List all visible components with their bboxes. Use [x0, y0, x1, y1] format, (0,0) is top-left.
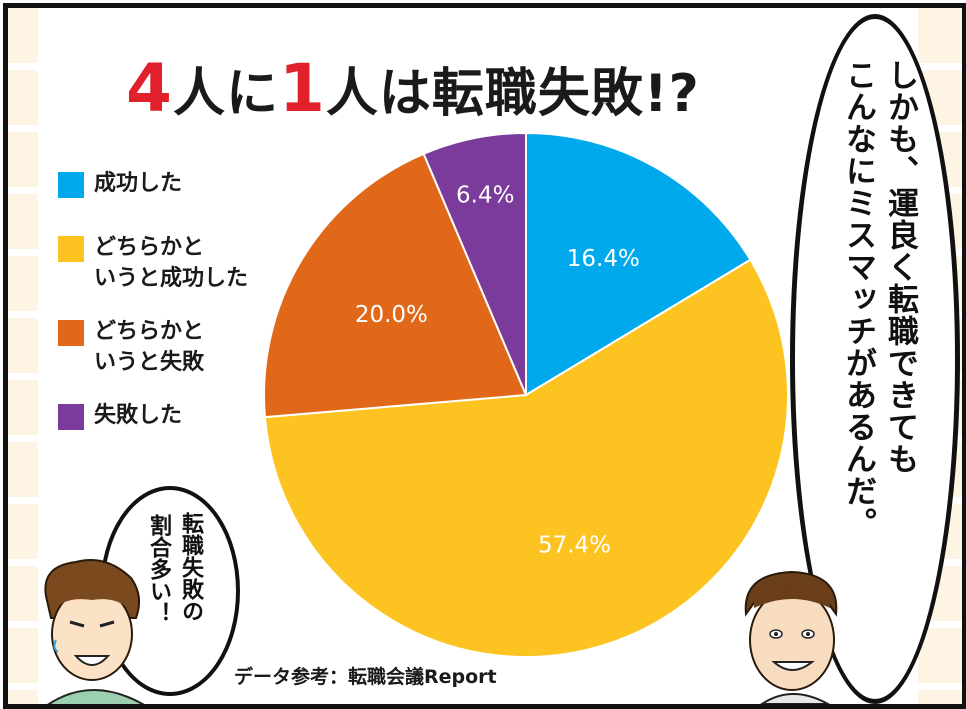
- bubble-right-line1: しかも、運良く転職できても: [882, 59, 918, 475]
- pie-slice: [263, 258, 789, 658]
- legend-swatch: [58, 320, 84, 346]
- chart-legend: 成功した どちらかと いうと成功した どちらかと いうと失敗 失敗した: [58, 168, 308, 444]
- pie-slice: [525, 131, 752, 397]
- pie-slice: [263, 152, 528, 419]
- pie-chart: 16.4% 57.4% 20.0% 6.4%: [263, 131, 789, 658]
- legend-swatch: [58, 236, 84, 262]
- pie-slice: [422, 131, 527, 396]
- legend-item-somewhat-success: どちらかと いうと成功した: [58, 232, 308, 316]
- bubble-left-line1: 転職失敗の: [178, 512, 203, 622]
- legend-label: 成功した: [94, 171, 183, 196]
- legend-swatch: [58, 172, 84, 198]
- data-source: データ参考：転職会議Report: [234, 666, 497, 688]
- title-text-hito: 人: [325, 64, 379, 124]
- pie-slice-value-label: 6.4%: [456, 183, 514, 209]
- title-number-1: 1: [278, 50, 326, 127]
- pie-slice-value-label: 20.0%: [355, 302, 428, 328]
- pie-slice-value-label: 16.4%: [567, 246, 640, 272]
- bubble-left-line2: 割合多い！: [146, 514, 171, 624]
- legend-item-somewhat-fail: どちらかと いうと失敗: [58, 316, 308, 400]
- legend-item-fail: 失敗した: [58, 400, 308, 444]
- title-number-4: 4: [126, 50, 173, 127]
- worried-man-illustration: [44, 559, 145, 704]
- legend-item-success: 成功した: [58, 168, 308, 212]
- smiling-man-illustration: [744, 570, 838, 704]
- title-text-hitoni: 人に: [172, 64, 279, 124]
- pie-slice-value-label: 57.4%: [538, 533, 611, 559]
- legend-swatch: [58, 404, 84, 430]
- legend-label: どちらかと いうと成功した: [94, 235, 249, 291]
- legend-label: どちらかと いうと失敗: [94, 319, 205, 375]
- chart-title: 4人に1人は転職失敗!?: [126, 46, 700, 132]
- bubble-right-line2: こんなにミスマッチがあるんだ。: [840, 59, 876, 539]
- comic-panel: 4人に1人は転職失敗!? 成功した どちらかと いうと成功した どちらかと いう…: [3, 3, 966, 709]
- legend-label: 失敗した: [94, 403, 183, 428]
- title-text-rest: は転職失敗!?: [378, 64, 700, 124]
